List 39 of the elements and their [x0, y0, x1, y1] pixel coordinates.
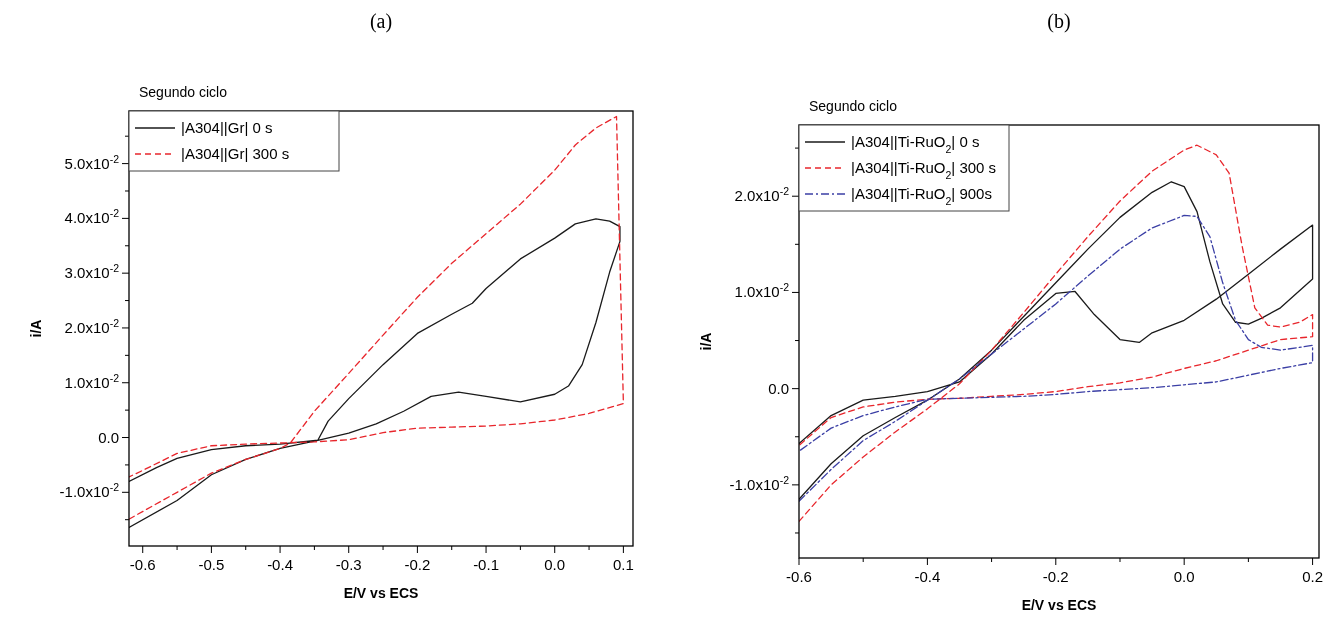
line-series — [129, 115, 625, 520]
x-tick-label: -0.6 — [786, 568, 812, 585]
x-tick-label: 0.2 — [1302, 568, 1324, 585]
chart-subtitle: Segundo ciclo — [809, 98, 898, 114]
legend-label: |A304||Ti-RuO$_{2}$| 900s — [851, 185, 992, 207]
chart-title: (b) — [1047, 10, 1071, 33]
chart-subtitle: Segundo ciclo — [139, 84, 228, 100]
x-axis-title: E/V vs ECS — [1021, 597, 1097, 613]
x-tick-label: -0.5 — [198, 556, 225, 573]
y-tick-label: 0.0 — [98, 428, 119, 446]
y-tick-label: 2.0x10$^{-2}$ — [734, 185, 790, 205]
x-tick-label: -0.4 — [267, 556, 293, 573]
legend-label: |A304||Ti-RuO$_{2}$| 0 s — [851, 133, 980, 155]
y-tick-label: 5.0x10$^{-2}$ — [64, 152, 120, 172]
line-series — [129, 218, 621, 529]
x-tick-label: 0.0 — [544, 556, 566, 573]
x-tick-label: 0.0 — [1173, 568, 1195, 585]
x-axis-title: E/V vs ECS — [343, 585, 419, 601]
x-tick-label: 0.1 — [612, 556, 634, 573]
y-tick-label: 3.0x10$^{-2}$ — [64, 262, 120, 282]
legend-label: |A304||Gr| 0 s — [181, 119, 273, 136]
y-tick-label: 2.0x10$^{-2}$ — [64, 316, 120, 336]
legend-label: |A304||Gr| 300 s — [181, 145, 290, 162]
x-tick-label: -0.2 — [1042, 568, 1069, 585]
chart-title: (a) — [369, 10, 393, 33]
x-tick-label: -0.3 — [335, 556, 362, 573]
legend-label: |A304||Ti-RuO$_{2}$| 300 s — [851, 159, 997, 181]
y-tick-label: 1.0x10$^{-2}$ — [64, 371, 120, 391]
y-tick-label: 4.0x10$^{-2}$ — [64, 207, 120, 227]
y-tick-label: -1.0x10$^{-2}$ — [729, 473, 790, 493]
x-tick-label: -0.2 — [404, 556, 431, 573]
x-tick-label: -0.6 — [129, 556, 156, 573]
y-axis-title: i/A — [698, 332, 714, 351]
y-tick-label: 1.0x10$^{-2}$ — [734, 281, 790, 301]
y-tick-label: -1.0x10$^{-2}$ — [59, 481, 120, 501]
x-tick-label: -0.1 — [473, 556, 499, 573]
y-tick-label: 0.0 — [768, 379, 789, 397]
y-axis-title: i/A — [28, 319, 44, 338]
x-tick-label: -0.4 — [914, 568, 941, 585]
